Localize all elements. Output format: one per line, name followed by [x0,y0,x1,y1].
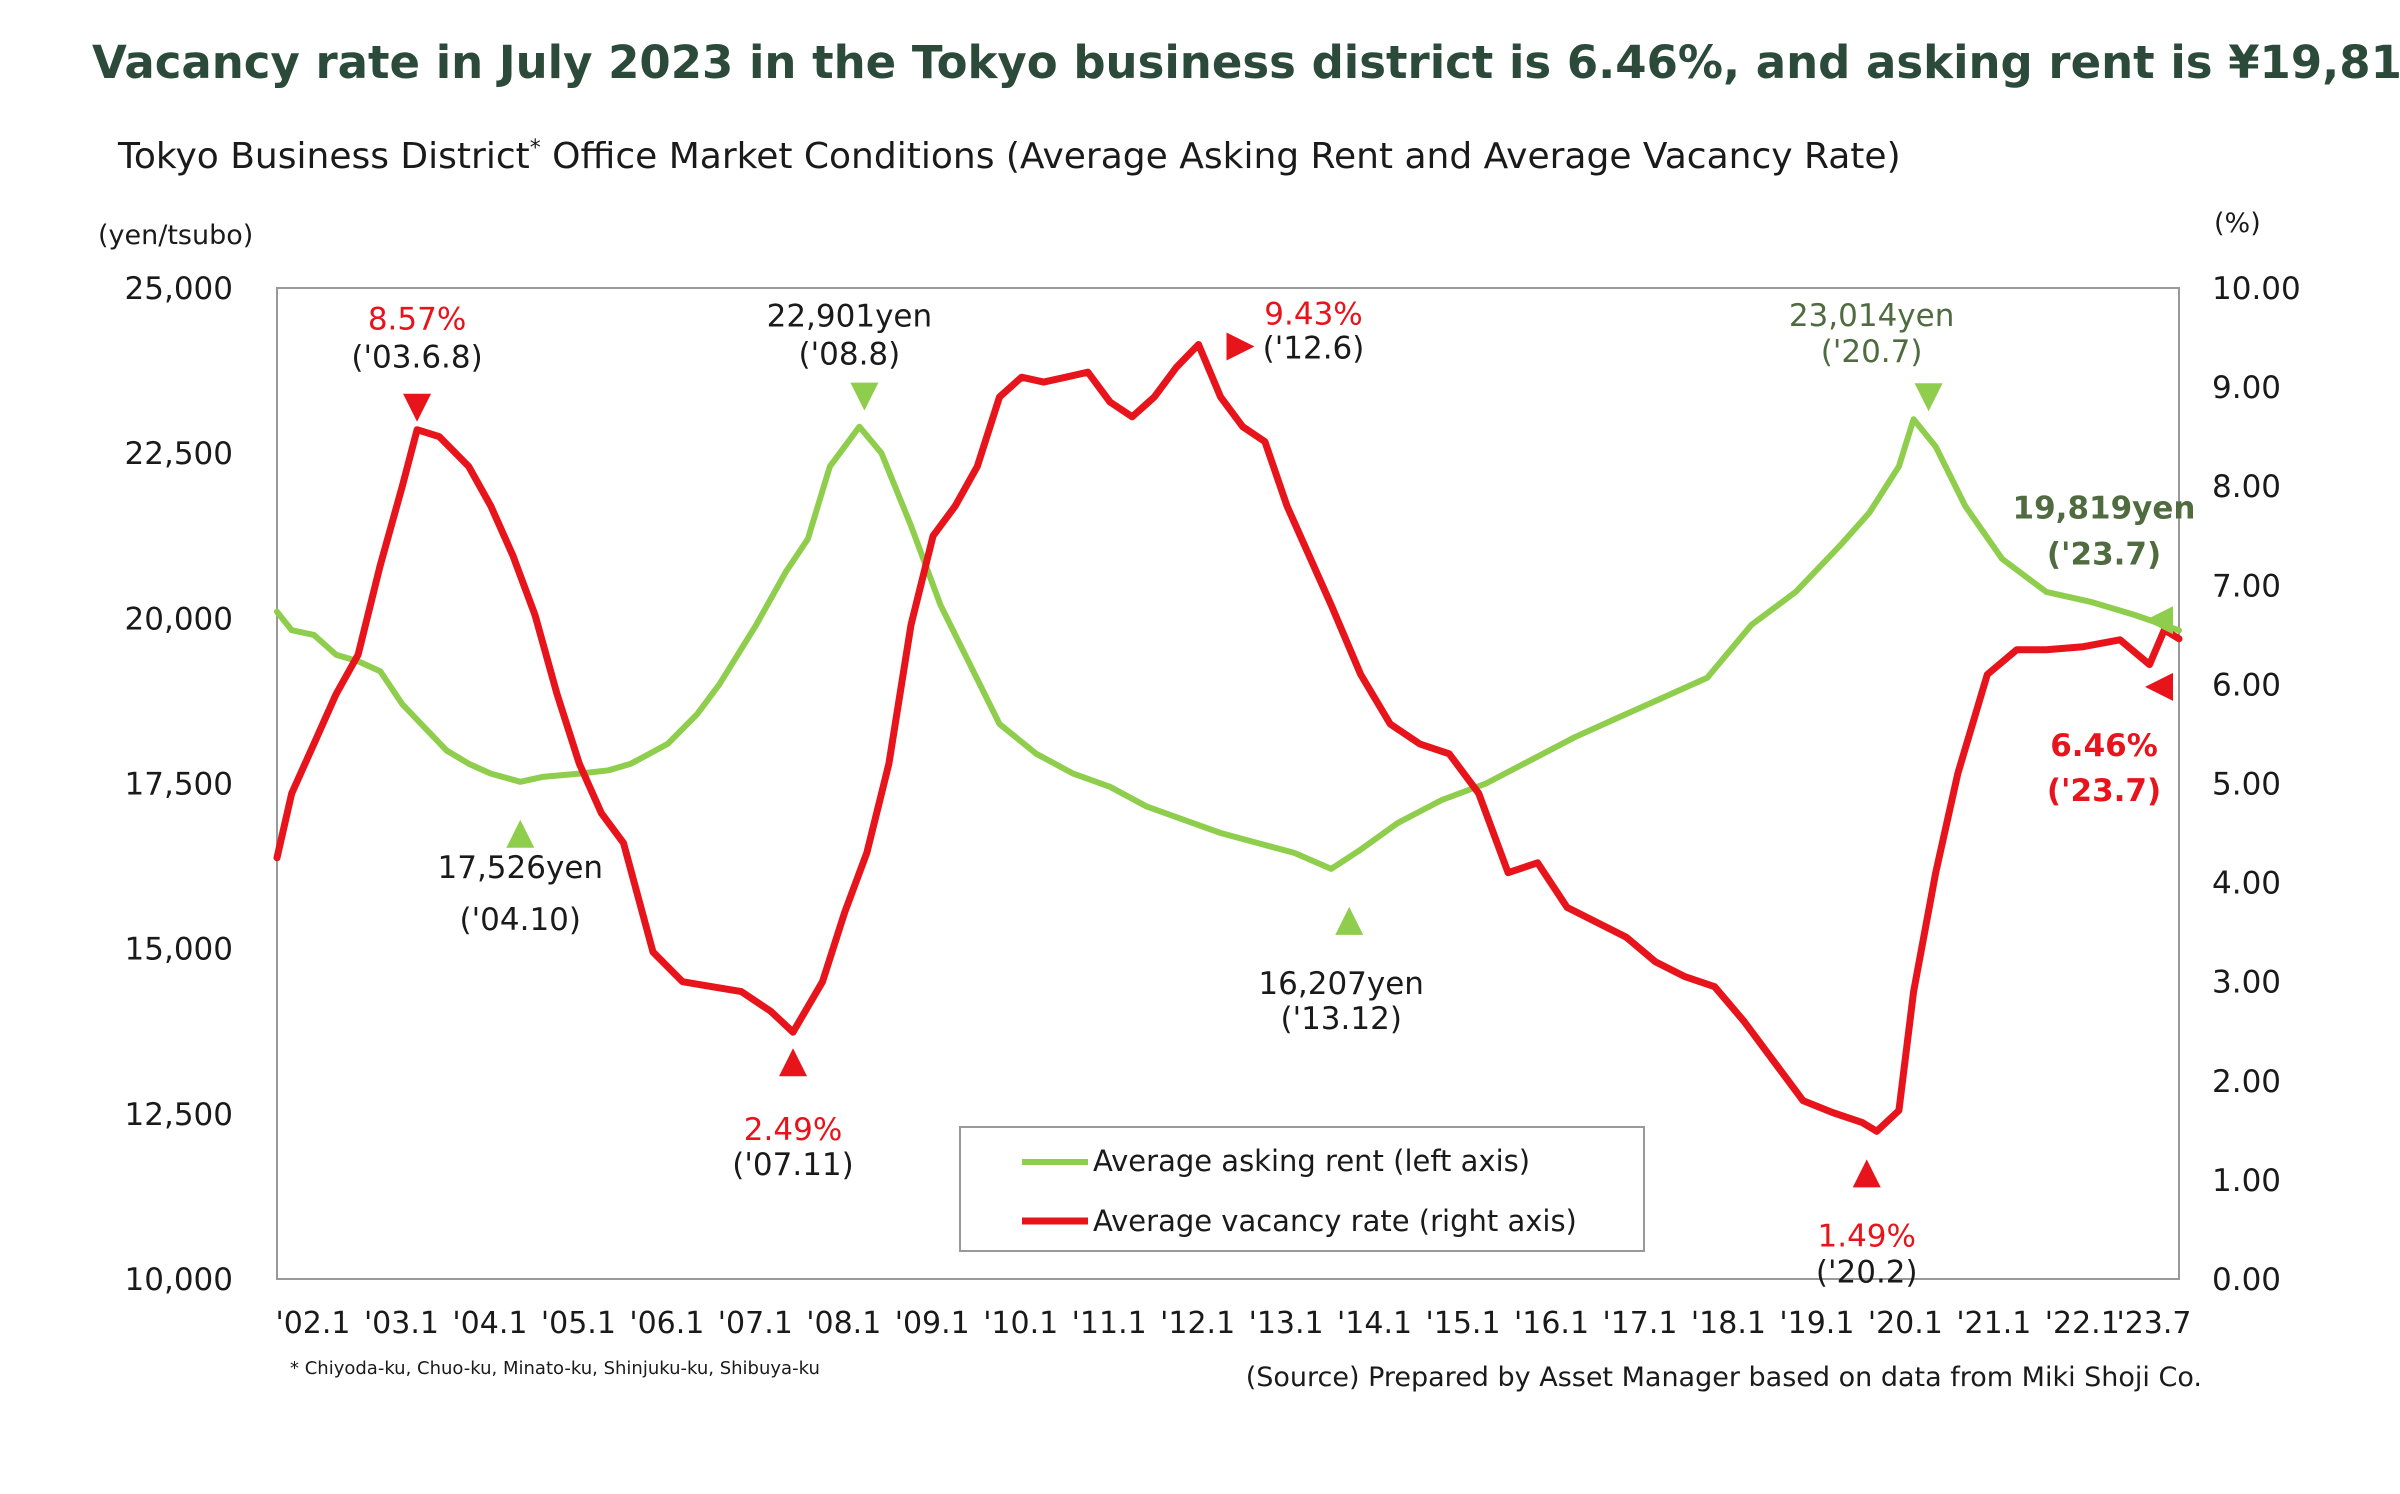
annotation-date-label: ('20.2) [1816,1254,1918,1290]
x-tick-label: '05.1 [541,1306,616,1341]
annotation-value-label: 2.49% [744,1112,842,1148]
legend: Average asking rent (left axis) Average … [959,1126,1645,1252]
x-tick-label: '08.1 [806,1306,881,1341]
right-tick-label: 0.00 [2212,1262,2281,1298]
left-tick-label: 15,000 [125,932,233,968]
left-tick-label: 10,000 [125,1262,233,1298]
x-tick-label: '14.1 [1337,1306,1412,1341]
chart-title-rest: Office Market Conditions (Average Asking… [540,136,1901,177]
chart-title: Tokyo Business District* Office Market C… [118,136,1901,177]
x-tick-label: '21.1 [1956,1306,2031,1341]
annotation-marker [850,382,879,411]
series-line-vacancy [273,341,2183,1135]
annotation-value-label: 8.57% [368,302,466,338]
annotations: 8.57%('03.6.8) 17,526yen ('04.10) 2.49%('07… [351,296,2195,1290]
left-tick-label: 25,000 [125,271,233,307]
annotation-date-label: ('20.7) [1821,334,1923,370]
legend-label-vacancy: Average vacancy rate (right axis) [1093,1204,1577,1238]
chart-title-footnote-mark: * [529,136,541,161]
series-line-rent [274,416,2182,872]
annotation-marker [779,1048,808,1077]
annotation-date-label: ('03.6.8) [351,340,482,376]
right-axis-ticks: 10.00 9.00 8.00 7.00 6.00 5.00 4.00 3.00 2.00 1.0… [2212,271,2301,1298]
annotation-date-label: ('08.8) [799,337,901,373]
annotation-marker [1852,1159,1881,1188]
x-tick-label: '20.1 [1868,1306,1943,1341]
left-tick-label: 12,500 [125,1097,233,1133]
left-axis-label: (yen/tsubo) [98,220,253,251]
x-tick-label: '13.1 [1249,1306,1324,1341]
x-tick-label: '11.1 [1072,1306,1147,1341]
x-tick-label: '03.1 [364,1306,439,1341]
legend-label-rent: Average asking rent (left axis) [1093,1144,1530,1178]
left-tick-label: 20,000 [125,601,233,637]
annotation-marker [403,393,432,422]
x-tick-label: '23.7 [2116,1306,2191,1341]
annotation-date-label: ('07.11) [732,1147,853,1183]
source-note: (Source) Prepared by Asset Manager based… [1245,1362,2202,1393]
annotation-marker [506,819,535,848]
headline: Vacancy rate in July 2023 in the Tokyo b… [92,36,2400,89]
annotation-value-label: 6.46% [2050,728,2158,764]
annotation-marker [1914,383,1943,412]
left-tick-label: 22,500 [125,436,233,472]
annotation-value-label: 16,207yen [1258,966,1424,1002]
right-tick-label: 7.00 [2212,568,2281,604]
annotation-marker [2145,606,2173,635]
x-tick-label: '16.1 [1514,1306,1589,1341]
chart-title-main: Tokyo Business District [118,136,530,177]
annotation-value-label: 19,819yen [2013,490,2196,526]
x-tick-label: '02.1 [275,1306,350,1341]
x-tick-label: '19.1 [1779,1306,1854,1341]
annotation-marker [2145,672,2173,701]
annotation-date-label: ('04.10) [460,902,581,938]
x-tick-label: '17.1 [1602,1306,1677,1341]
annotation-date-label: ('13.12) [1280,1001,1401,1037]
right-tick-label: 5.00 [2212,767,2281,803]
footnote: * Chiyoda-ku, Chuo-ku, Minato-ku, Shinju… [290,1358,820,1379]
x-axis-ticks: '02.1 '03.1 '04.1 '05.1 '06.1 '07.1 '08.1 '09.1… [275,1306,2191,1341]
right-tick-label: 3.00 [2212,965,2281,1001]
x-tick-label: '04.1 [452,1306,527,1341]
right-axis-label: (%) [2214,208,2261,239]
annotation-value-label: 1.49% [1818,1218,1916,1254]
annotation-value-label: 22,901yen [767,299,933,335]
annotation-date-label: ('12.6) [1263,330,1365,366]
legend-box [959,1126,1645,1252]
right-tick-label: 10.00 [2212,271,2301,307]
x-tick-label: '22.1 [2045,1306,2120,1341]
x-tick-label: '06.1 [629,1306,704,1341]
annotation-value-label: 23,014yen [1789,298,1955,334]
right-tick-label: 2.00 [2212,1064,2281,1100]
left-tick-label: 17,500 [125,767,233,803]
x-tick-label: '07.1 [718,1306,793,1341]
left-axis-ticks: 25,000 22,500 20,000 17,500 15,000 12,500 10,0… [125,271,233,1298]
annotation-marker [1226,332,1255,361]
plot-area [276,287,2180,1280]
right-tick-label: 4.00 [2212,866,2281,902]
x-tick-label: '10.1 [983,1306,1058,1341]
x-tick-label: '12.1 [1160,1306,1235,1341]
x-tick-label: '18.1 [1691,1306,1766,1341]
annotation-value-label: 17,526yen [438,850,604,886]
right-tick-label: 9.00 [2212,370,2281,406]
x-tick-label: '15.1 [1426,1306,1501,1341]
right-tick-label: 1.00 [2212,1163,2281,1199]
annotation-value-label: 9.43% [1264,296,1362,332]
x-tick-label: '09.1 [895,1306,970,1341]
annotation-date-label: ('23.7) [2047,536,2161,572]
right-tick-label: 6.00 [2212,667,2281,703]
annotation-date-label: ('23.7) [2047,773,2161,809]
annotation-marker [1335,906,1364,935]
right-tick-label: 8.00 [2212,469,2281,505]
